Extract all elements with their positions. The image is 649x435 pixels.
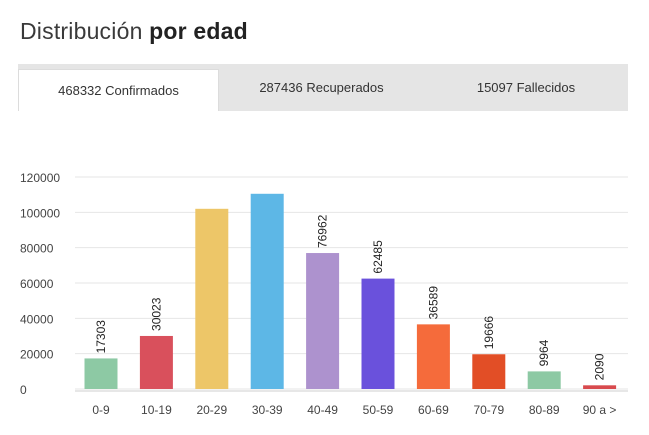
x-tick-label: 0-9	[92, 403, 110, 417]
tab-fallecidos[interactable]: 15097 Fallecidos	[476, 80, 576, 95]
data-label: 19666	[482, 316, 496, 350]
bar	[250, 193, 284, 389]
data-label: 36589	[426, 286, 440, 320]
bar	[306, 253, 340, 389]
bar	[416, 324, 450, 389]
tab-confirmados[interactable]: 468332 Confirmados	[18, 69, 219, 111]
title-prefix: Distribución	[20, 18, 143, 44]
bar	[361, 278, 395, 389]
x-tick-label: 20-29	[196, 403, 227, 417]
x-tick-label: 70-79	[473, 403, 504, 417]
x-tick-label: 30-39	[252, 403, 283, 417]
tab-bar: 468332 Confirmados 287436 Recuperados 15…	[18, 64, 628, 111]
x-tick-label: 60-69	[418, 403, 449, 417]
bar	[472, 354, 506, 389]
x-tick-label: 40-49	[307, 403, 338, 417]
y-tick-label: 40000	[20, 312, 54, 326]
y-tick-label: 60000	[20, 277, 54, 291]
data-label: 30023	[149, 297, 163, 331]
title-bold: por edad	[149, 18, 248, 44]
x-tick-label: 80-89	[529, 403, 560, 417]
bar	[84, 358, 118, 389]
x-tick-label: 90 a >	[583, 403, 617, 417]
x-tick-label: 50-59	[363, 403, 394, 417]
y-tick-label: 120000	[20, 171, 60, 185]
tab-recuperados[interactable]: 287436 Recuperados	[259, 80, 384, 95]
y-tick-label: 100000	[20, 206, 60, 220]
page-title: Distribución por edad	[20, 18, 248, 45]
bar	[527, 371, 561, 389]
bar	[195, 208, 229, 389]
data-label: 62485	[371, 240, 385, 274]
y-tick-label: 80000	[20, 242, 54, 256]
bar	[583, 385, 617, 389]
data-label: 17303	[94, 320, 108, 354]
y-tick-label: 0	[20, 383, 27, 397]
bar	[139, 335, 173, 389]
y-tick-label: 20000	[20, 348, 54, 362]
data-label: 9964	[537, 339, 551, 366]
data-label: 2090	[593, 353, 607, 380]
x-tick-label: 10-19	[141, 403, 172, 417]
data-label: 76962	[316, 214, 330, 248]
